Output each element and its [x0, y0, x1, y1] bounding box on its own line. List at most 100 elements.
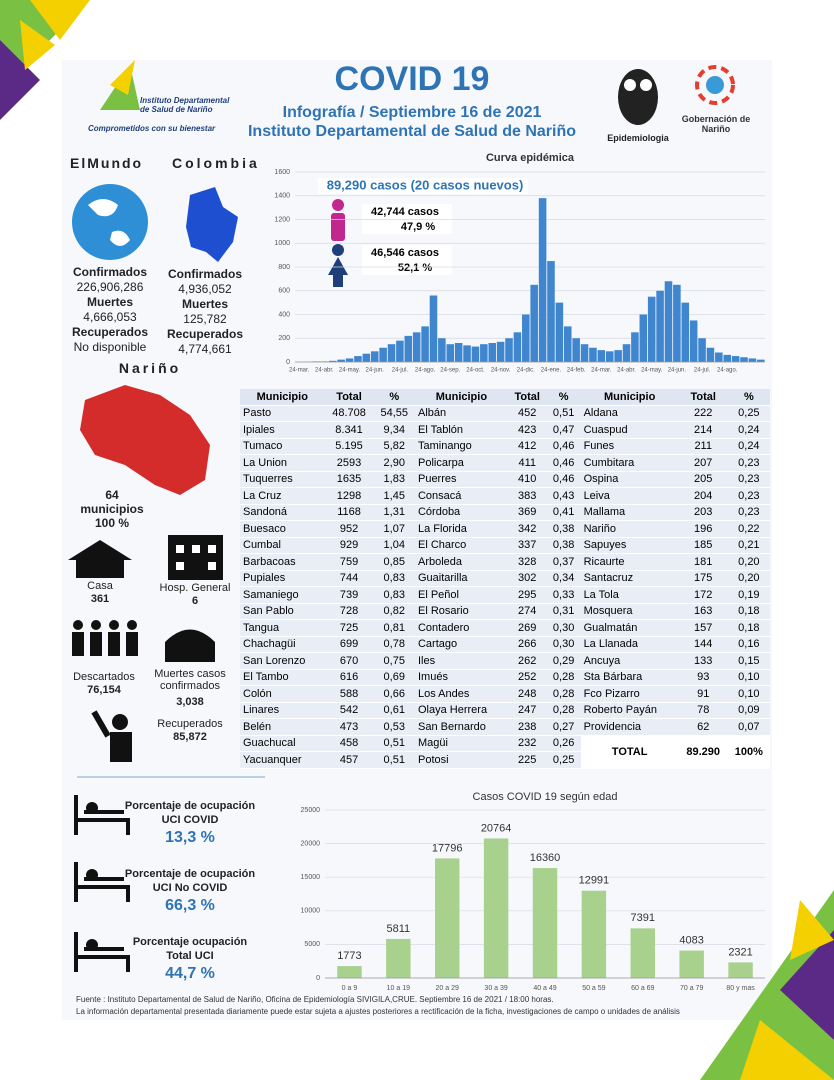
table-row: Pupiales 744 0,83 Guaitarilla 302 0,34 Santacr… [240, 570, 770, 587]
table-row: La Union 2593 2,90 Policarpa 411 0,46 Cumbitar… [240, 454, 770, 472]
table-cell: 0,78 [373, 636, 415, 653]
bed-icon [74, 795, 130, 835]
table-cell: 93 [678, 669, 728, 686]
bar [446, 344, 455, 362]
bar [689, 320, 698, 362]
stat-value: 125,782 [183, 312, 227, 326]
y-tick-label: 400 [278, 311, 290, 318]
bar [723, 354, 732, 362]
table-cell: 0,20 [727, 570, 770, 587]
x-tick-label: 24-oct. [466, 368, 485, 374]
bar [664, 281, 673, 362]
bar [345, 358, 354, 362]
municipality: Samaniego [240, 586, 325, 604]
municipality: Taminango [414, 438, 508, 455]
table-cell: 725 [324, 619, 374, 637]
bar [379, 347, 387, 362]
value-label: 12991 [579, 875, 610, 887]
municipality: Córdoba [414, 504, 508, 521]
table-cell: 0,46 [546, 471, 581, 488]
bar [480, 344, 488, 362]
table-cell: 144 [678, 636, 728, 653]
table-cell: 0,69 [373, 669, 415, 686]
bar [580, 344, 589, 362]
municipality: San Bernardo [414, 718, 508, 736]
subtitle-box [318, 178, 528, 194]
table-cell: 238 [507, 718, 547, 736]
stat-label: Descartados [73, 671, 135, 683]
municipality: Yacuanquer [240, 751, 325, 769]
bar [630, 928, 655, 978]
bar [530, 284, 538, 362]
table-cell: 0,83 [373, 570, 415, 587]
municipality: Albán [414, 405, 508, 422]
annotation: 47,9 % [401, 221, 435, 233]
table-cell: 0,28 [546, 669, 581, 686]
y-tick-label: 5000 [304, 941, 320, 948]
table-cell: 452 [507, 405, 547, 422]
footer-note: La información departamental presentada … [76, 1007, 680, 1016]
municipality: Fco Pizarro [580, 685, 679, 703]
y-tick-label: 800 [278, 264, 290, 271]
table-cell: 2593 [324, 454, 374, 472]
table-cell: 0,30 [546, 619, 581, 637]
chart-title: Casos COVID 19 según edad [473, 791, 618, 803]
table-cell: 1168 [324, 504, 374, 521]
table-cell: 0,31 [546, 603, 581, 620]
gob-logo [695, 65, 735, 105]
narino-map [80, 385, 210, 495]
municipality: El Tablón [414, 421, 508, 439]
table-cell: 0,19 [727, 586, 770, 604]
table-cell: 1298 [324, 487, 374, 505]
bar [435, 858, 460, 978]
table-cell: 0,61 [373, 702, 415, 719]
x-tick-label: 10 a 19 [387, 985, 410, 992]
bar [513, 332, 522, 362]
table-cell: 1,07 [373, 520, 415, 538]
x-tick-label: 40 a 49 [533, 985, 556, 992]
table-cell: 0,33 [546, 586, 581, 604]
municipality: Imués [414, 669, 508, 686]
coffin-icon [165, 629, 215, 662]
bar [673, 284, 681, 362]
stat-value: 4,936,052 [178, 282, 232, 296]
table-row: Tuquerres 1635 1,83 Puerres 410 0,46 Ospina 205… [240, 471, 770, 488]
annotation: 42,744 casos [371, 206, 439, 218]
table-cell: 0,25 [727, 405, 770, 422]
municipality: Sapuyes [580, 537, 679, 554]
table-cell: 410 [507, 471, 547, 488]
municipality: Puerres [414, 471, 508, 488]
municipality: La Llanada [580, 636, 679, 653]
bar [386, 938, 411, 978]
table-cell: 203 [678, 504, 728, 521]
municipality: Tuquerres [240, 471, 325, 488]
table-cell: 0,25 [546, 751, 581, 769]
bar [387, 344, 396, 362]
narino-count: 64 [105, 488, 119, 502]
occupancy-sub: Total UCI [166, 950, 214, 962]
colombia-map [186, 187, 238, 262]
municipality: Aldana [580, 405, 679, 422]
table-total: 89.290 [678, 735, 728, 769]
gob-logo-text: Gobernación de Nariño [681, 114, 751, 134]
bar [454, 343, 463, 362]
municipality: Santacruz [580, 570, 679, 587]
municipality: Potosi [414, 751, 508, 769]
bar [679, 950, 704, 978]
municipality: San Pablo [240, 603, 325, 620]
bar [631, 332, 639, 362]
x-tick-label: 20 a 29 [436, 985, 459, 992]
x-tick-label: 24-mar. [289, 368, 310, 374]
table-cell: 0,46 [546, 454, 581, 472]
table-cell: 699 [324, 636, 374, 653]
table-cell: 952 [324, 520, 374, 538]
value-label: 1773 [337, 950, 361, 962]
globe-land [88, 199, 130, 246]
bar [438, 338, 446, 362]
municipality: Sandoná [240, 504, 325, 521]
municipality: Roberto Payán [580, 702, 679, 719]
x-tick-label: 0 a 9 [342, 985, 358, 992]
bar [362, 353, 371, 362]
table-cell: 423 [507, 421, 547, 439]
table-row: Colón 588 0,66 Los Andes 248 0,28 Fco Pizarro 9… [240, 685, 770, 703]
